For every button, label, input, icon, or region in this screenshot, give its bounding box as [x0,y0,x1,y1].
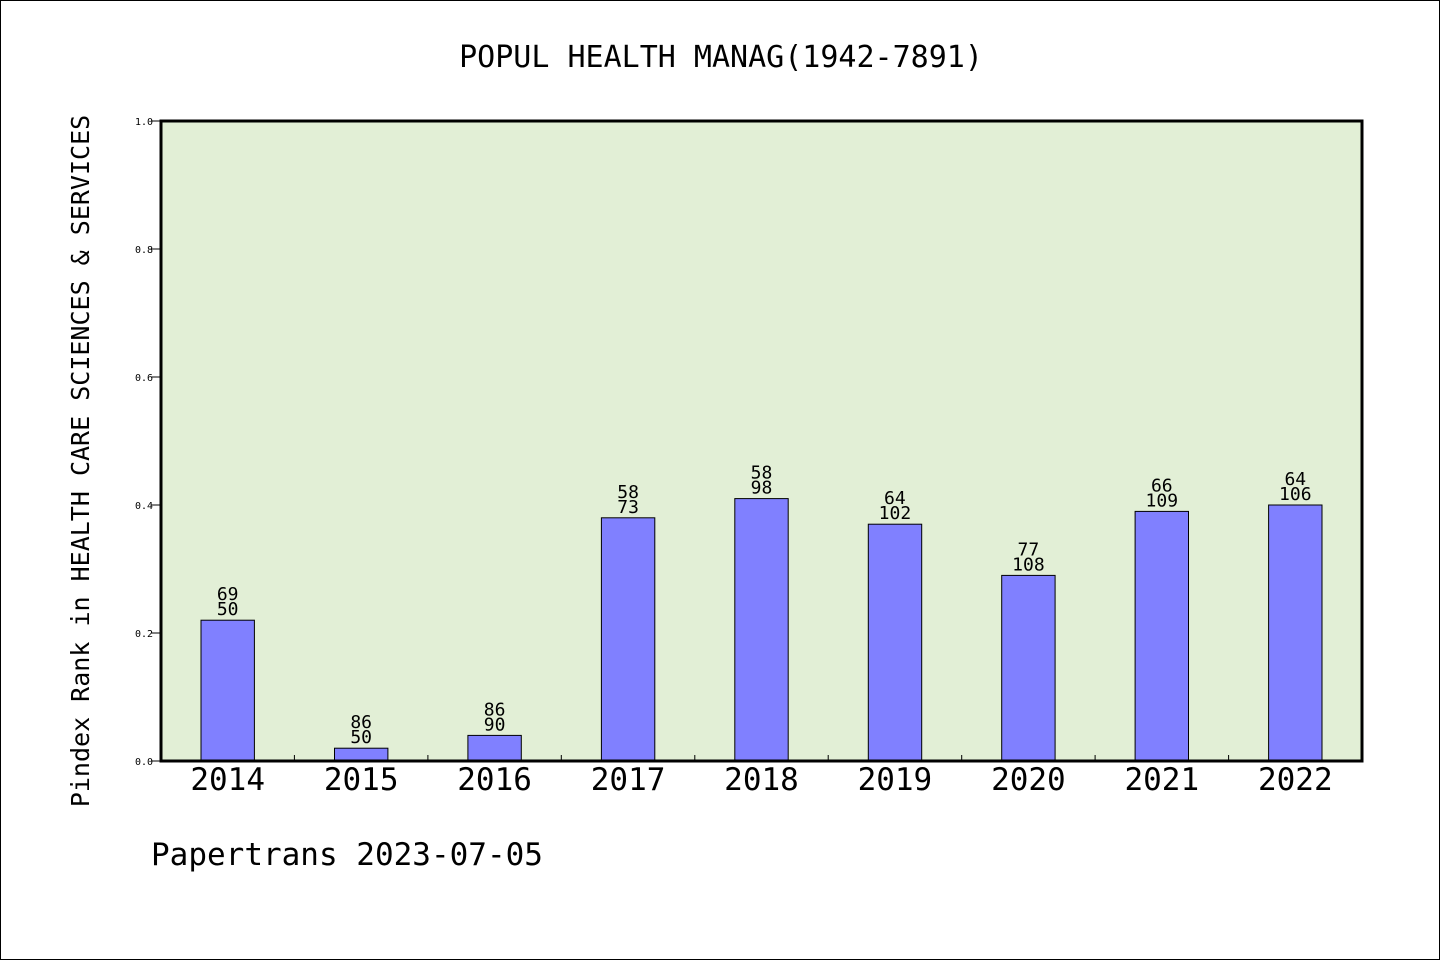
data-label-top-2021: 66 [1151,475,1173,496]
data-label-top-2016: 86 [484,699,506,720]
data-label-top-2015: 86 [350,712,372,733]
x-tick-label-2021: 2021 [1124,762,1199,798]
bars-layer [200,498,1323,762]
footer-credit: Papertrans 2023-07-05 [151,837,543,873]
data-label-top-2018: 58 [751,463,773,484]
bar-2017 [600,517,656,762]
data-label-bottom-2022: 106 [1279,484,1312,505]
bar-2020 [1001,574,1056,762]
data-label-top-2017: 58 [617,482,639,503]
data-label-bottom-2021: 109 [1146,490,1179,511]
bar-2018 [734,498,789,762]
data-label-top-2014: 69 [217,584,239,605]
data-label-bottom-2016: 90 [484,714,506,735]
bar-2022 [1268,504,1323,762]
y-tick-label-0.6: 0.6 [135,373,153,384]
bar-2015 [334,747,389,762]
data-label-bottom-2020: 108 [1012,554,1045,575]
data-label-bottom-2015: 50 [350,727,372,748]
plot-frame [159,119,1364,763]
data-label-bottom-2017: 73 [617,497,639,518]
bar-2014 [200,619,255,762]
data-label-top-2020: 77 [1018,539,1040,560]
data-label-top-2022: 64 [1284,469,1306,490]
chart-title: POPUL HEALTH MANAG(1942-7891) [459,40,983,75]
bar-2019 [867,523,923,762]
y-axis-ticks: 0.0 0.2 0.4 0.6 0.8 1.0 [135,117,161,768]
x-tick-label-2016: 2016 [457,762,532,798]
y-tick-label-1.0: 1.0 [135,117,153,128]
y-tick-label-0.0: 0.0 [135,757,153,768]
bar-2021 [1134,510,1189,762]
data-label-bottom-2014: 50 [217,599,239,620]
x-tick-label-2015: 2015 [324,762,399,798]
data-label-bottom-2018: 98 [751,478,773,499]
y-axis-label: Pindex Rank in HEALTH CARE SCIENCES & SE… [66,115,95,807]
x-tick-label-2020: 2020 [991,762,1066,798]
y-tick-label-0.8: 0.8 [135,245,153,256]
x-tick-label-2017: 2017 [591,762,666,798]
y-tick-label-0.4: 0.4 [135,501,153,512]
data-label-bottom-2019: 102 [879,503,912,524]
x-tick-label-2019: 2019 [858,762,933,798]
data-label-top-2019: 64 [884,488,906,509]
x-axis-ticks: 2014 2015 2016 2017 2018 2019 2020 2021 2022 [190,755,1333,798]
x-tick-label-2022: 2022 [1258,762,1333,798]
bar-2016 [467,734,522,762]
x-tick-label-2014: 2014 [190,762,265,798]
x-tick-label-2018: 2018 [724,762,799,798]
y-tick-label-0.2: 0.2 [135,629,153,640]
